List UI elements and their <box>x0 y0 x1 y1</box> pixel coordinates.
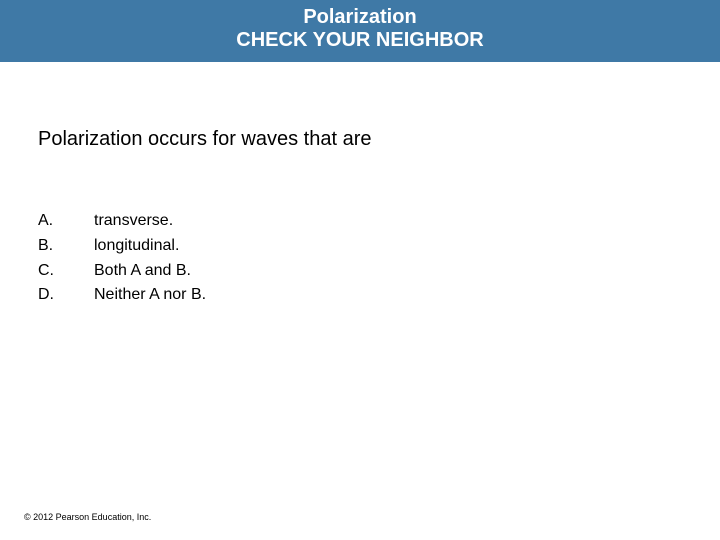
option-text: Neither A nor B. <box>94 283 206 308</box>
header-subtitle: CHECK YOUR NEIGHBOR <box>0 29 720 52</box>
copyright-footer: © 2012 Pearson Education, Inc. <box>24 512 151 522</box>
header-title: Polarization <box>0 6 720 29</box>
option-a: A. transverse. <box>38 209 720 234</box>
option-letter: D. <box>38 283 94 308</box>
option-b: B. longitudinal. <box>38 234 720 259</box>
option-letter: C. <box>38 259 94 284</box>
slide-header: Polarization CHECK YOUR NEIGHBOR <box>0 0 720 62</box>
option-text: Both A and B. <box>94 259 191 284</box>
option-letter: A. <box>38 209 94 234</box>
option-text: transverse. <box>94 209 173 234</box>
option-c: C. Both A and B. <box>38 259 720 284</box>
answer-options: A. transverse. B. longitudinal. C. Both … <box>38 209 720 308</box>
question-text: Polarization occurs for waves that are <box>38 128 720 151</box>
option-letter: B. <box>38 234 94 259</box>
slide: Polarization CHECK YOUR NEIGHBOR Polariz… <box>0 0 720 540</box>
option-d: D. Neither A nor B. <box>38 283 720 308</box>
option-text: longitudinal. <box>94 234 179 259</box>
